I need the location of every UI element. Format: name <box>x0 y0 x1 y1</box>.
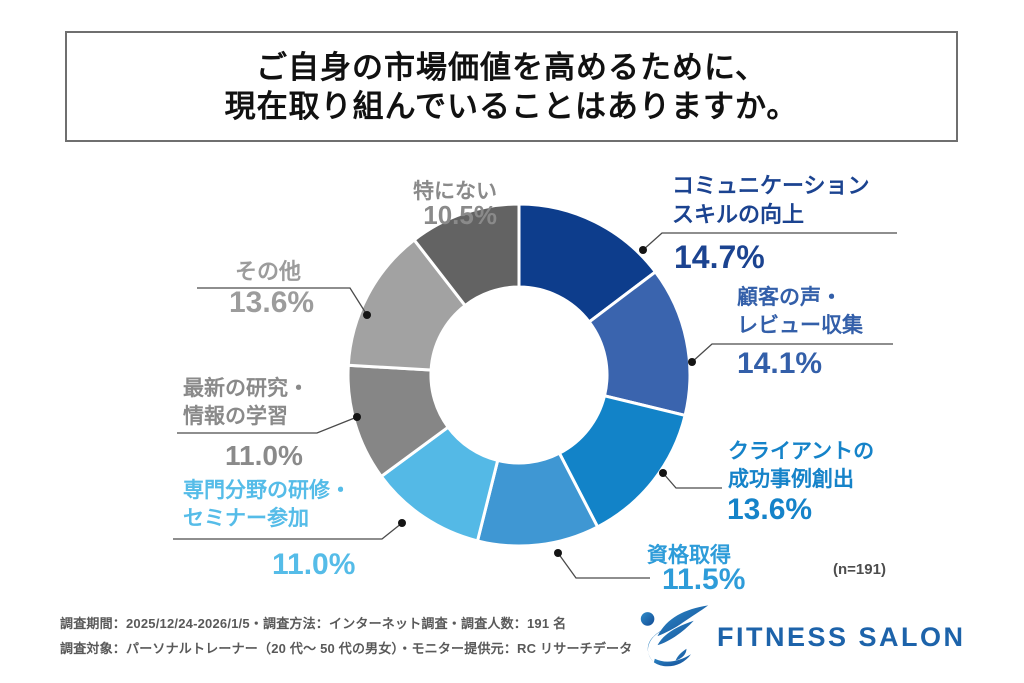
callout-percent-customer-voice: 14.1% <box>737 347 823 380</box>
leader-research <box>177 416 358 434</box>
callout-percent-client-success: 13.6% <box>727 493 813 526</box>
callout-label-client-success: クライアントの 成功事例創出 <box>728 440 875 491</box>
leader-lines <box>173 232 897 579</box>
leader-client-success <box>662 472 722 489</box>
leader-dot <box>639 246 647 254</box>
leader-dot <box>398 519 406 527</box>
callout-label-research: 最新の研究・ 情報の学習 <box>183 377 309 428</box>
fitness-salon-logo-text: FITNESS SALON <box>717 621 966 652</box>
leader-dot <box>659 469 667 477</box>
chart-title-line1: ご自身の市場価値を高めるために、 <box>255 49 768 85</box>
fitness-salon-logo-mark-icon <box>640 605 709 667</box>
leader-customer-voice <box>691 343 893 363</box>
leader-other <box>197 287 368 316</box>
callout-label-customer-voice: 顧客の声・ レビュー収集 <box>737 286 863 337</box>
donut-segments <box>346 202 692 548</box>
callout-percent-seminar: 11.0% <box>272 548 356 581</box>
leader-dot <box>353 413 361 421</box>
callout-label-communication: コミュニケーション スキルの向上 <box>672 173 870 227</box>
callout-percent-qualification: 11.5% <box>662 563 746 596</box>
callout-label-qualification: 資格取得 <box>647 544 731 567</box>
callout-percent-none: 10.5% <box>423 200 497 230</box>
leader-dot <box>363 311 371 319</box>
donut-segment-7 <box>412 202 521 308</box>
leader-communication <box>642 232 897 251</box>
chart-title-line2: 現在取り組んでいることはありますか。 <box>224 88 799 124</box>
footer-survey-period: 調査期間：2025/12/24-2026/1/5・調査方法：インターネット調査・… <box>60 616 567 631</box>
callout-label-none: 特にない <box>413 180 497 203</box>
footer-survey-target: 調査対象：パーソナルトレーナー（20 代～ 50 代の男女）・モニター提供元：R… <box>60 641 633 656</box>
sample-size-note: (n=191) <box>833 561 886 578</box>
callout-label-seminar: 専門分野の研修・ セミナー参加 <box>183 479 351 530</box>
leader-dot <box>688 358 696 366</box>
leader-dot <box>554 549 562 557</box>
title-box: ご自身の市場価値を高めるために、 現在取り組んでいることはありますか。 <box>65 31 958 142</box>
callout-label-other: その他 <box>235 259 302 284</box>
leader-qualification <box>557 552 650 579</box>
callout-percent-research: 11.0% <box>225 440 303 471</box>
leader-seminar <box>173 522 403 540</box>
callout-percent-other: 13.6% <box>229 286 315 319</box>
fitness-salon-logo: FITNESS SALON <box>634 601 966 673</box>
callout-percent-communication: 14.7% <box>674 239 765 275</box>
